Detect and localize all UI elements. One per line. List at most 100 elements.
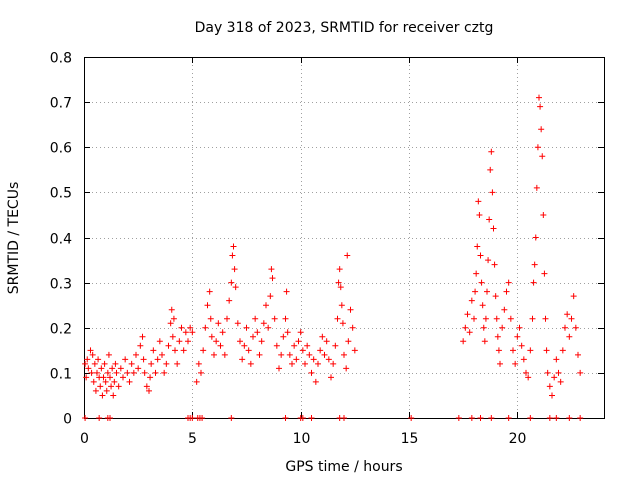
data-point	[217, 342, 224, 349]
data-point	[341, 351, 347, 358]
data-point	[566, 415, 573, 421]
data-point	[82, 415, 89, 421]
data-point	[219, 329, 226, 336]
data-point	[577, 415, 584, 421]
x-tick-label: 15	[401, 431, 419, 447]
data-point	[245, 347, 252, 354]
data-point	[343, 365, 350, 372]
data-point	[247, 360, 254, 367]
data-point	[553, 415, 560, 421]
data-point	[308, 415, 315, 421]
data-point	[499, 324, 506, 331]
data-point	[154, 356, 161, 363]
data-point	[182, 329, 189, 336]
data-point	[562, 324, 568, 331]
data-point	[101, 360, 108, 367]
data-point	[98, 365, 105, 372]
data-point	[486, 216, 493, 223]
data-point	[117, 365, 124, 372]
data-point	[297, 329, 304, 336]
data-point	[476, 211, 483, 218]
data-point	[525, 374, 532, 381]
data-point	[493, 315, 500, 322]
data-point	[339, 320, 346, 327]
data-point	[472, 288, 479, 295]
data-point	[252, 315, 259, 322]
data-point	[572, 324, 579, 331]
data-point	[111, 378, 118, 385]
data-point	[527, 415, 534, 421]
data-point	[505, 415, 512, 421]
data-point	[532, 234, 539, 241]
data-point	[323, 338, 330, 345]
data-point	[283, 288, 290, 295]
data-point	[100, 374, 107, 381]
data-point	[304, 342, 311, 349]
data-point	[291, 342, 298, 349]
data-point	[332, 342, 339, 349]
data-point	[232, 284, 239, 291]
data-point	[176, 338, 183, 345]
data-point	[480, 324, 487, 331]
data-point	[208, 333, 215, 340]
data-point	[167, 320, 174, 327]
data-point	[231, 266, 238, 273]
data-point	[286, 351, 293, 358]
data-point	[276, 365, 282, 372]
data-point	[143, 383, 150, 390]
data-point	[516, 324, 523, 331]
data-point	[479, 302, 486, 309]
data-point	[126, 378, 133, 385]
data-point	[568, 315, 575, 322]
data-point	[215, 320, 222, 327]
data-point	[295, 338, 302, 345]
data-point	[204, 302, 211, 309]
x-tick-label: 20	[509, 431, 527, 447]
data-point	[198, 369, 204, 376]
data-point	[478, 279, 485, 286]
data-point	[91, 360, 98, 367]
data-point	[202, 324, 209, 331]
data-point	[529, 315, 536, 322]
data-point	[163, 360, 170, 367]
data-point	[146, 387, 152, 394]
data-point	[254, 329, 261, 336]
y-tick-label: 0.5	[50, 186, 72, 202]
data-point	[536, 94, 542, 101]
data-point	[570, 293, 577, 300]
data-point	[172, 347, 178, 354]
data-point	[503, 288, 510, 295]
data-point	[147, 374, 154, 381]
data-point	[228, 415, 235, 421]
data-point	[230, 243, 237, 250]
data-point	[260, 320, 267, 327]
data-point	[107, 415, 113, 421]
data-point	[341, 415, 347, 421]
data-point	[282, 415, 289, 421]
data-point	[317, 347, 324, 354]
data-point	[229, 252, 236, 259]
data-point	[170, 315, 177, 322]
y-tick-label: 0	[63, 412, 72, 428]
data-point	[482, 315, 489, 322]
data-point	[330, 360, 337, 367]
data-point	[533, 184, 540, 191]
data-point	[494, 333, 501, 340]
data-point	[477, 252, 484, 259]
data-point	[258, 338, 265, 345]
data-point	[539, 153, 546, 160]
data-point	[512, 360, 519, 367]
data-point	[161, 369, 168, 376]
data-point	[108, 383, 115, 390]
data-point	[174, 360, 181, 367]
data-point	[278, 351, 285, 358]
data-point	[237, 338, 243, 345]
data-point	[269, 275, 276, 282]
data-point	[308, 369, 315, 376]
data-point	[531, 261, 538, 268]
data-point	[115, 383, 122, 390]
data-point	[549, 392, 555, 399]
data-point	[577, 369, 584, 376]
data-point	[345, 338, 352, 345]
